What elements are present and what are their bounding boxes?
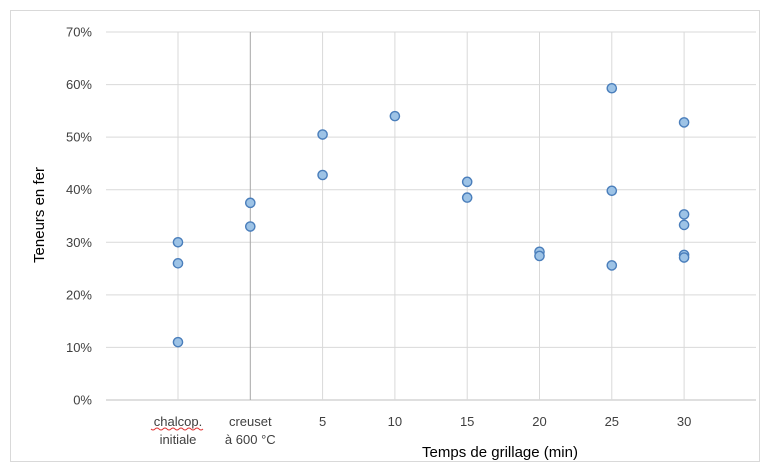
data-point [172,236,184,248]
data-point [606,260,618,271]
y-axis-title: Teneurs en fer [31,167,48,263]
y-tick-label: 50% [66,130,92,145]
x-tick-label: 25 [605,414,619,429]
y-tick-label: 0% [73,393,92,408]
grid-lines [106,31,756,401]
y-tick-label: 70% [66,25,92,40]
y-axis-ticks: 0% 10% 20% 30% 40% 50% 60% 70% [66,25,92,408]
x-tick-label: creuset à 600 °C [225,414,276,447]
x-axis-title: Temps de grillage (min) [422,444,578,461]
x-tick-label: chalcop. initiale [154,414,202,447]
y-tick-label: 60% [66,77,92,92]
data-point [678,117,690,128]
data-points [172,82,690,348]
y-tick-label: 30% [66,235,92,250]
data-point [606,185,618,197]
data-point [461,192,473,203]
y-tick-label: 20% [66,287,92,302]
data-point [317,129,328,140]
y-tick-label: 40% [66,182,92,197]
x-tick-label: 5 [319,414,326,429]
data-point [678,252,690,263]
data-point [534,250,545,262]
data-point [244,197,256,209]
x-tick-label: 30 [677,414,691,429]
data-point [461,176,473,188]
data-point [678,219,690,231]
x-tick-label: 15 [460,414,474,429]
spellcheck-underline [150,427,204,431]
x-tick-label: 20 [532,414,546,429]
data-point [317,169,328,181]
y-tick-label: 10% [66,340,92,355]
data-point [606,82,618,94]
chart-frame [10,10,760,462]
x-tick-label: 10 [388,414,402,429]
data-point [172,336,184,348]
data-point [389,110,401,122]
data-point [678,209,690,220]
x-axis-ticks: chalcop. initiale creuset à 600 °C 5 10 15 20 25… [150,414,691,447]
data-point [244,221,256,232]
data-point [172,258,184,269]
